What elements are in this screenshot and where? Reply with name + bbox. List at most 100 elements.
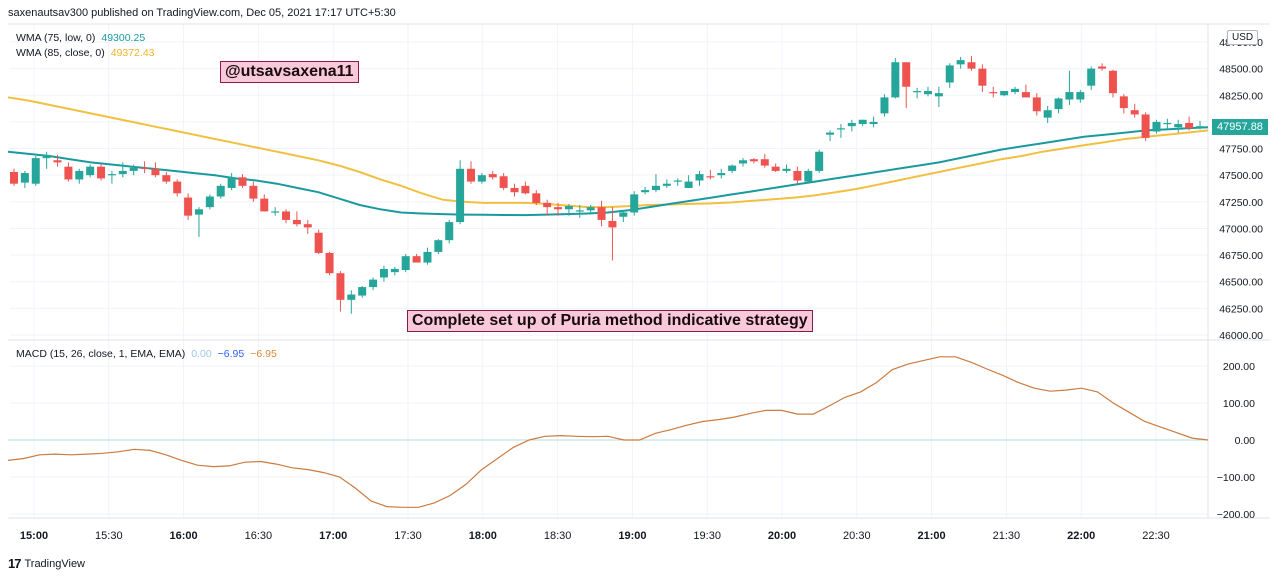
candle-down[interactable] xyxy=(140,167,149,169)
candle-up[interactable] xyxy=(271,211,280,213)
candle-up[interactable] xyxy=(86,166,95,176)
candle-up[interactable] xyxy=(695,174,704,181)
candle-up[interactable] xyxy=(728,165,737,171)
candle-up[interactable] xyxy=(20,173,29,183)
candle-up[interactable] xyxy=(858,119,867,125)
candle-up[interactable] xyxy=(956,60,965,65)
candle-down[interactable] xyxy=(521,185,530,194)
candle-up[interactable] xyxy=(575,210,584,212)
candle-down[interactable] xyxy=(488,174,497,178)
candle-up[interactable] xyxy=(445,222,454,241)
candle-down[interactable] xyxy=(1119,96,1128,109)
caption-annotation[interactable]: Complete set up of Puria method indicati… xyxy=(407,310,813,332)
handle-annotation[interactable]: @utsavsaxena11 xyxy=(220,61,359,83)
candle-down[interactable] xyxy=(53,160,62,163)
candle-down[interactable] xyxy=(314,232,323,253)
candle-up[interactable] xyxy=(194,209,203,215)
candle-up[interactable] xyxy=(227,177,236,188)
candle-down[interactable] xyxy=(543,202,552,208)
candle-up[interactable] xyxy=(891,62,900,98)
candle-down[interactable] xyxy=(466,168,475,182)
candle-up[interactable] xyxy=(619,212,628,217)
candle-down[interactable] xyxy=(1021,92,1030,98)
candle-down[interactable] xyxy=(238,177,247,186)
candle-up[interactable] xyxy=(1076,92,1085,100)
candle-up[interactable] xyxy=(869,121,878,125)
candle-up[interactable] xyxy=(815,151,824,171)
candle-up[interactable] xyxy=(423,251,432,263)
candle-up[interactable] xyxy=(216,185,225,197)
candle-down[interactable] xyxy=(1098,66,1107,69)
candle-down[interactable] xyxy=(1108,70,1117,94)
candle-down[interactable] xyxy=(1141,114,1150,138)
candle-up[interactable] xyxy=(42,154,51,159)
macd-axis[interactable]: −200.00 −100.00 0.00 100.00 200.00 xyxy=(1217,361,1255,521)
candle-up[interactable] xyxy=(651,185,660,191)
candle-up[interactable] xyxy=(934,93,943,97)
candle-down[interactable] xyxy=(499,176,508,188)
candle-up[interactable] xyxy=(945,65,954,83)
candle-up[interactable] xyxy=(129,167,138,171)
candle-down[interactable] xyxy=(282,211,291,220)
candle-up[interactable] xyxy=(673,180,682,182)
candle-down[interactable] xyxy=(902,62,911,87)
candle-up[interactable] xyxy=(717,173,726,176)
candle-down[interactable] xyxy=(510,187,519,193)
candle-up[interactable] xyxy=(684,181,693,188)
candle-down[interactable] xyxy=(412,256,421,263)
candle-down[interactable] xyxy=(292,219,301,225)
candle-up[interactable] xyxy=(1087,68,1096,86)
candle-down[interactable] xyxy=(978,68,987,86)
candle-up[interactable] xyxy=(434,240,443,252)
candle-up[interactable] xyxy=(401,256,410,271)
candle-down[interactable] xyxy=(771,166,780,171)
candle-up[interactable] xyxy=(31,158,40,184)
macd-legend[interactable]: MACD (15, 26, close, 1, EMA, EMA) 0.00 −6.… xyxy=(16,348,277,360)
candle-down[interactable] xyxy=(1032,97,1041,112)
candle-up[interactable] xyxy=(1174,124,1183,128)
candle-down[interactable] xyxy=(151,168,160,176)
candle-up[interactable] xyxy=(804,170,813,182)
candle-up[interactable] xyxy=(564,206,573,210)
candle-down[interactable] xyxy=(760,159,769,166)
candle-up[interactable] xyxy=(923,91,932,95)
candle-up[interactable] xyxy=(107,174,116,176)
candle-down[interactable] xyxy=(597,207,606,220)
candle-down[interactable] xyxy=(184,197,193,216)
candle-up[interactable] xyxy=(369,279,378,288)
candle-up[interactable] xyxy=(205,196,214,208)
candle-up[interactable] xyxy=(913,91,922,93)
wma75-legend[interactable]: WMA (75, low, 0) 49300.25 xyxy=(16,32,145,44)
candle-up[interactable] xyxy=(347,294,356,300)
candle-down[interactable] xyxy=(967,62,976,69)
candle-up[interactable] xyxy=(1152,121,1161,132)
candle-up[interactable] xyxy=(1163,122,1172,125)
candle-up[interactable] xyxy=(379,268,388,278)
candle-up[interactable] xyxy=(1043,110,1052,118)
candle-down[interactable] xyxy=(260,198,269,212)
candle-up[interactable] xyxy=(456,168,465,223)
candle-down[interactable] xyxy=(325,252,334,274)
candle-down[interactable] xyxy=(162,175,171,182)
candle-down[interactable] xyxy=(10,171,18,184)
candle-up[interactable] xyxy=(358,287,367,296)
candle-up[interactable] xyxy=(1065,92,1074,100)
candle-up[interactable] xyxy=(782,168,791,171)
candle-up[interactable] xyxy=(847,122,856,127)
candle-up[interactable] xyxy=(739,160,748,164)
candle-down[interactable] xyxy=(1130,110,1139,115)
macd-line[interactable] xyxy=(7,356,1209,508)
candle-down[interactable] xyxy=(336,273,345,300)
candle-down[interactable] xyxy=(97,166,106,179)
wma85-legend[interactable]: WMA (85, close, 0) 49372.43 xyxy=(16,47,155,59)
candle-down[interactable] xyxy=(249,185,258,199)
candle-down[interactable] xyxy=(64,166,73,180)
candle-up[interactable] xyxy=(1196,126,1204,128)
candle-up[interactable] xyxy=(477,175,486,182)
candle-down[interactable] xyxy=(706,176,715,178)
candle-up[interactable] xyxy=(880,97,889,114)
candles[interactable] xyxy=(10,55,1204,314)
currency-button[interactable]: USD xyxy=(1227,30,1259,45)
wma85-line[interactable] xyxy=(7,96,1209,209)
